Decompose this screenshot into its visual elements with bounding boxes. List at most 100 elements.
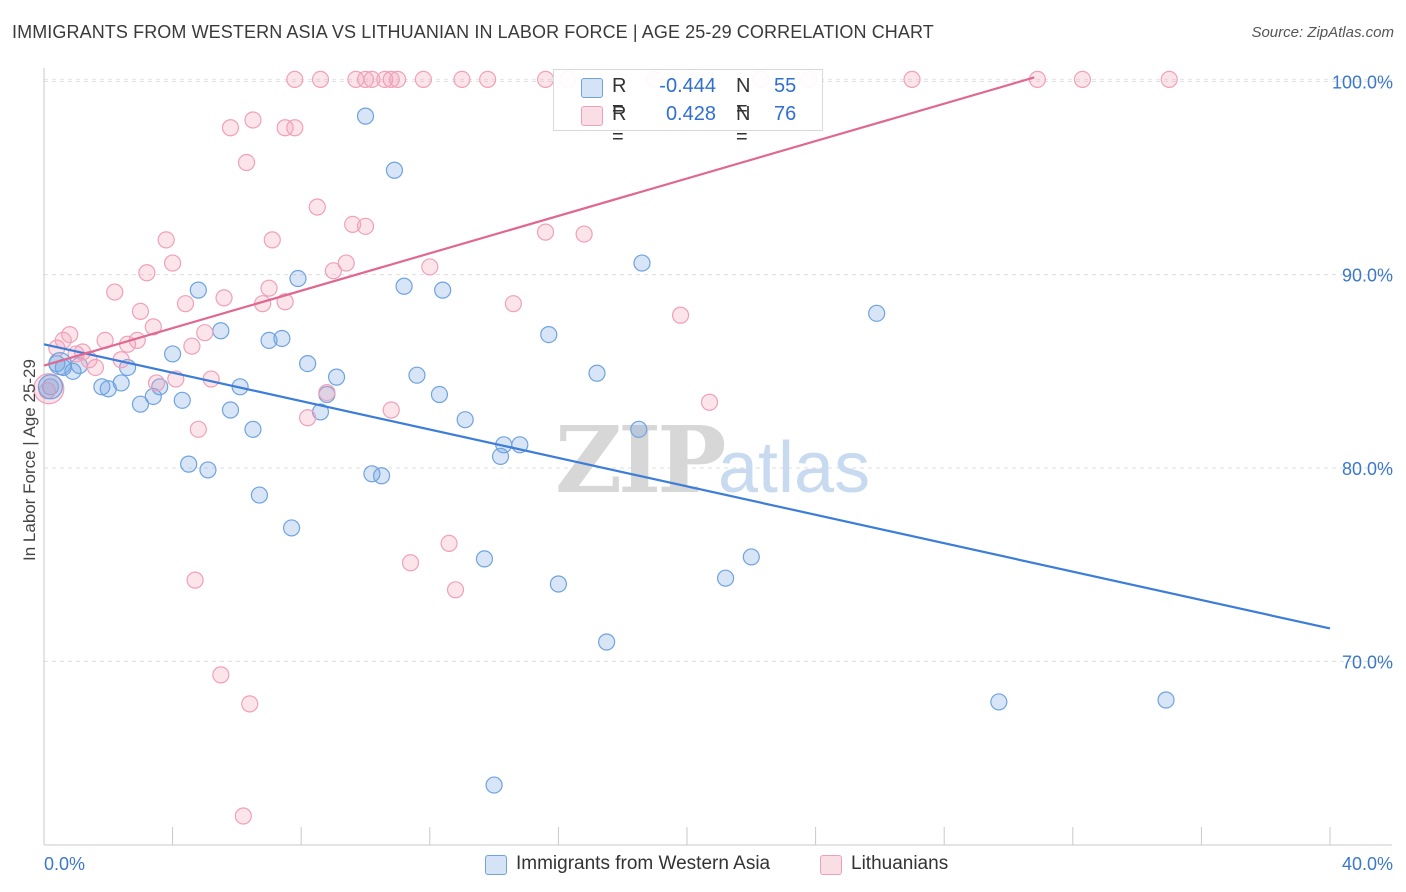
- data-point: [324, 262, 342, 280]
- tick-labels: 100.0% 90.0% 80.0% 70.0% 0.0% 40.0%: [44, 72, 1393, 874]
- data-point: [485, 776, 503, 794]
- data-point: [479, 70, 497, 89]
- legend-label: Lithuanians: [851, 853, 949, 874]
- data-point: [363, 70, 381, 89]
- data-point: [372, 467, 391, 485]
- r-label: R =: [612, 75, 627, 120]
- data-point: [286, 70, 304, 89]
- data-point: [382, 401, 400, 419]
- data-point: [453, 70, 471, 89]
- data-point: [212, 666, 230, 684]
- data-point: [671, 306, 690, 324]
- data-point: [356, 70, 375, 89]
- data-point: [549, 575, 568, 593]
- data-point: [1028, 70, 1047, 89]
- data-point: [716, 569, 735, 587]
- watermark: ZIP atlas: [555, 406, 870, 514]
- data-point: [276, 119, 294, 137]
- data-point: [93, 378, 111, 396]
- data-point-cluster: [33, 373, 65, 405]
- n-label: N =: [736, 75, 751, 120]
- data-point: [157, 231, 175, 249]
- data-point: [286, 119, 304, 137]
- data-point: [244, 420, 262, 438]
- r-value: -0.444: [659, 75, 716, 97]
- x-tick-label-max: 40.0%: [1342, 854, 1393, 874]
- data-point: [212, 322, 230, 340]
- y-axis-label: In Labor Force | Age 25-29: [20, 359, 39, 561]
- chart-source: Source: ZipAtlas.com: [1251, 24, 1394, 41]
- data-point: [633, 254, 651, 272]
- data-point: [430, 385, 449, 404]
- data-point: [598, 633, 616, 651]
- data-point: [289, 269, 307, 288]
- data-point: [260, 279, 278, 297]
- data-points: [33, 70, 1178, 825]
- data-point: [356, 217, 375, 235]
- data-point: [376, 70, 394, 89]
- data-point: [700, 393, 719, 411]
- data-point-cluster: [37, 374, 64, 400]
- data-point: [144, 387, 162, 406]
- data-point: [536, 70, 555, 89]
- data-point: [536, 223, 555, 241]
- data-point: [250, 486, 269, 504]
- data-point: [344, 215, 362, 233]
- chart-title: IMMIGRANTS FROM WESTERN ASIA VS LITHUANI…: [12, 22, 934, 42]
- y-tick-label: 100.0%: [1332, 72, 1393, 92]
- data-point: [475, 550, 494, 568]
- watermark-atlas: atlas: [718, 428, 870, 508]
- data-point: [385, 161, 404, 179]
- data-point: [131, 302, 150, 320]
- y-tick-label: 80.0%: [1342, 459, 1393, 479]
- data-point: [395, 277, 413, 295]
- data-point: [440, 534, 458, 553]
- data-point: [299, 355, 317, 373]
- legend-swatch-pink: [820, 855, 842, 875]
- axes: [43, 68, 1392, 846]
- stats-legend: R = -0.444 N = 55 R = 0.428 N = 76: [553, 69, 823, 148]
- data-point: [196, 324, 214, 342]
- data-point: [138, 264, 156, 282]
- data-point: [504, 295, 522, 313]
- data-point: [106, 283, 124, 301]
- n-value: 76: [774, 103, 797, 125]
- data-point: [868, 304, 886, 322]
- data-point: [446, 581, 465, 599]
- data-point: [299, 409, 317, 427]
- data-point: [540, 326, 558, 344]
- data-point: [176, 295, 195, 313]
- r-value: 0.428: [665, 103, 716, 125]
- data-point: [189, 420, 207, 438]
- legend-label: Immigrants from Western Asia: [516, 853, 771, 874]
- legend-swatch-pink: [581, 106, 603, 126]
- data-point: [742, 548, 760, 566]
- y-tick-label: 90.0%: [1342, 266, 1393, 286]
- data-point: [164, 345, 182, 363]
- x-tick-label-min: 0.0%: [44, 854, 85, 874]
- data-point: [575, 225, 593, 243]
- data-point: [147, 374, 166, 392]
- data-point: [456, 411, 474, 429]
- data-point: [244, 111, 262, 129]
- trend-line-western-asia: [43, 343, 1331, 630]
- data-point: [131, 395, 150, 413]
- data-point: [173, 391, 191, 409]
- series-lithuanians: [38, 70, 1178, 825]
- data-point: [311, 70, 330, 89]
- data-point: [180, 455, 198, 473]
- data-point: [273, 329, 291, 348]
- data-point: [183, 337, 201, 355]
- data-point: [903, 70, 921, 89]
- data-point: [260, 331, 278, 349]
- data-point: [86, 358, 105, 377]
- data-point: [186, 571, 204, 589]
- legend-swatch-blue: [581, 78, 603, 98]
- n-label: N =: [736, 103, 751, 148]
- data-point: [61, 326, 79, 344]
- data-point: [318, 384, 336, 402]
- data-point: [401, 554, 420, 572]
- data-point: [1157, 691, 1175, 709]
- data-point: [434, 281, 452, 299]
